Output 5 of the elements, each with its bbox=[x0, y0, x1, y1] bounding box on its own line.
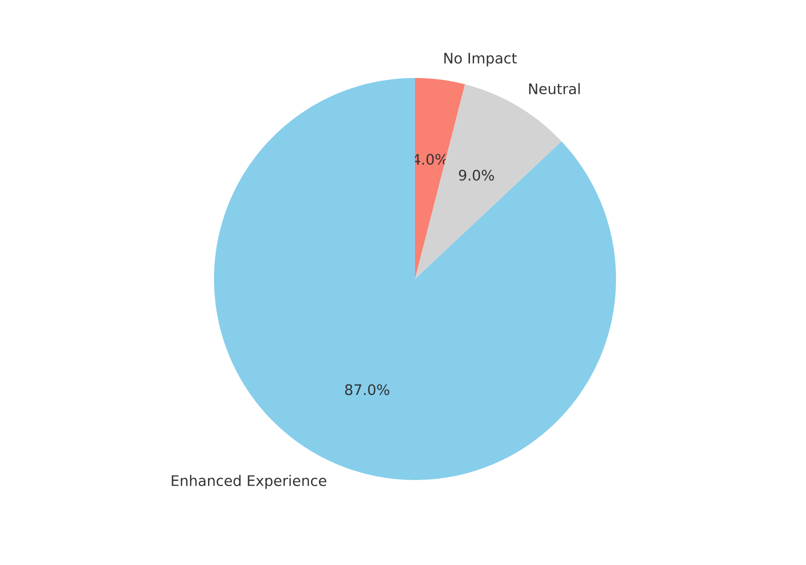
slice-label: No Impact bbox=[444, 52, 517, 66]
slice-label: Neutral bbox=[529, 83, 580, 94]
data-label: 87.0% bbox=[345, 384, 390, 396]
slice-label: Enhanced Experience bbox=[172, 474, 326, 489]
data-label: 9.0% bbox=[458, 170, 494, 181]
